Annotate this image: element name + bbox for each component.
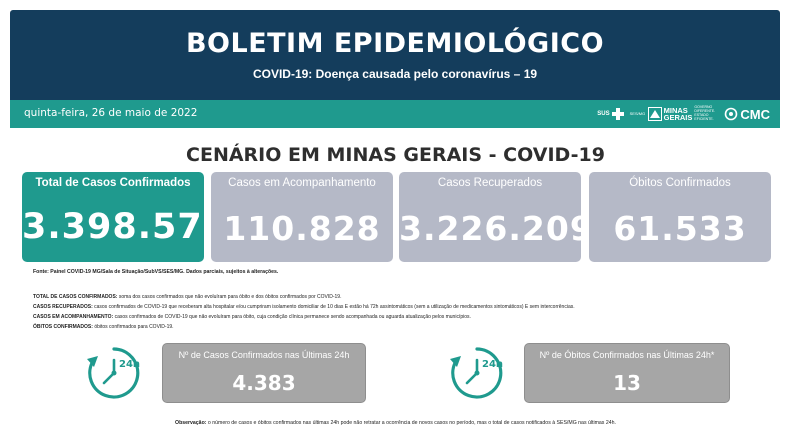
header-banner: BOLETIM EPIDEMIOLÓGICO COVID-19: Doença …: [10, 10, 780, 100]
card-label: Óbitos Confirmados: [629, 177, 731, 189]
mountain-icon: [647, 107, 662, 121]
card-label: Casos em Acompanhamento: [228, 177, 376, 189]
observation-note: Observação: o número de casos e óbitos c…: [0, 420, 791, 426]
health-cross-icon: [611, 108, 624, 120]
card-value: 3.226.209: [399, 209, 594, 248]
card-value: 3.398.570: [22, 207, 229, 247]
section-title: CENÁRIO EM MINAS GERAIS - COVID-19: [186, 144, 605, 166]
card-value: 61.533: [613, 209, 747, 248]
card-deaths: Óbitos Confirmados 61.533: [589, 172, 771, 262]
cmc-symbol-icon: [725, 107, 738, 121]
data-source-note: Fonte: Painel COVID-19 MG/Sala de Situaç…: [33, 269, 279, 275]
sus-logo-text: SUS: [597, 111, 610, 117]
definition-item: CASOS RECUPERADOS: casos confirmados de …: [33, 304, 575, 310]
page-title: BOLETIM EPIDEMIOLÓGICO: [185, 28, 605, 59]
mg-logo-tagline: GOVERNO DIFERENTE. ESTADO EFICIENTE.: [694, 105, 716, 121]
minas-gerais-logo: MINAS GERAIS GOVERNO DIFERENTE. ESTADO E…: [647, 105, 719, 122]
sus-logo: SUS: [597, 108, 624, 120]
date-bar: quinta-feira, 26 de maio de 2022 SUS SES…: [10, 100, 780, 128]
box-label: Nº de Casos Confirmados nas Últimas 24h: [178, 350, 350, 360]
card-value: 110.828: [223, 209, 381, 248]
definition-item: TOTAL DE CASOS CONFIRMADOS: soma dos cas…: [33, 294, 342, 300]
card-label: Casos Recuperados: [437, 177, 543, 189]
clock-label: 24h: [119, 359, 140, 370]
logos: SUS SES/MG MINAS GERAIS GOVERNO DIFERENT…: [597, 103, 770, 125]
box-label: Nº de Óbitos Confirmados nas Últimas 24h…: [539, 350, 715, 360]
page-subtitle: COVID-19: Doença causada pelo coronavíru…: [252, 67, 538, 81]
observation-term: Observação:: [175, 420, 207, 426]
cmc-logo: CMC: [724, 107, 770, 122]
box-deaths-24h: Nº de Óbitos Confirmados nas Últimas 24h…: [524, 343, 730, 403]
box-value: 13: [613, 371, 641, 395]
clock-24h-icon: 24h: [450, 347, 503, 399]
card-label: Total de Casos Confirmados: [35, 177, 191, 189]
definitions: TOTAL DE CASOS CONFIRMADOS: soma dos cas…: [33, 292, 575, 332]
card-total-confirmed: Total de Casos Confirmados 3.398.570: [22, 172, 229, 262]
box-cases-24h: Nº de Casos Confirmados nas Últimas 24h …: [162, 343, 366, 403]
cmc-logo-text: CMC: [740, 106, 770, 122]
clock-label: 24h: [482, 359, 503, 370]
definition-item: CASOS EM ACOMPANHAMENTO: casos confirmad…: [33, 314, 471, 320]
definition-item: ÓBITOS CONFIRMADOS: óbitos confirmados p…: [33, 324, 174, 330]
ses-logo-text: SES/MG: [629, 111, 646, 116]
mg-logo-line1: MINAS: [663, 105, 688, 115]
card-monitoring: Casos em Acompanhamento 110.828: [211, 172, 393, 262]
observation-text: o número de casos e óbitos confirmados n…: [207, 420, 616, 426]
card-recovered: Casos Recuperados 3.226.209: [399, 172, 594, 262]
mg-logo-line2: GERAIS: [663, 113, 693, 122]
box-value: 4.383: [232, 371, 296, 395]
clock-24h-icon: 24h: [87, 347, 140, 399]
bulletin-date: quinta-feira, 26 de maio de 2022: [24, 107, 198, 119]
